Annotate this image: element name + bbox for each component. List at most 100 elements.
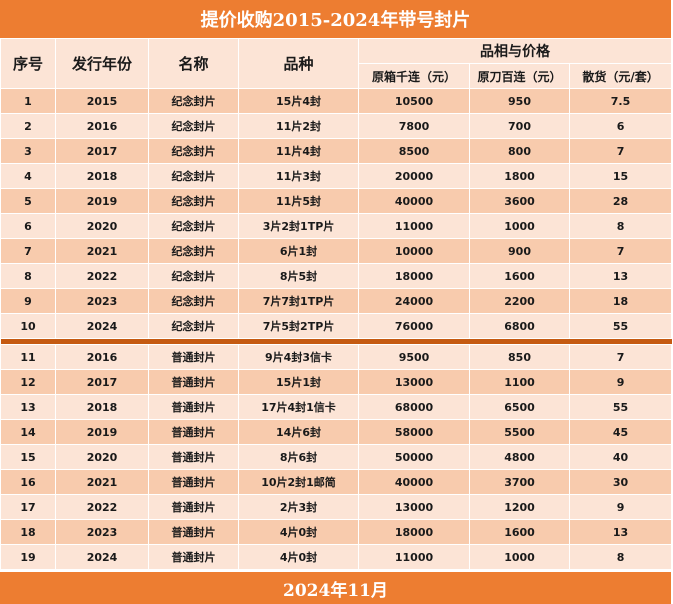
cell-loose-price: 15 [568, 163, 673, 189]
cell-index: 2 [0, 113, 56, 139]
table-row: 3 2017 纪念封片 11片4封 8500 800 7 [0, 138, 673, 164]
cell-loose-price: 6 [568, 113, 673, 139]
cell-index: 3 [0, 138, 56, 164]
table-row: 17 2022 普通封片 2片3封 13000 1200 9 [0, 494, 673, 520]
header-loose-price: 散货（元/套） [568, 63, 673, 89]
cell-name: 普通封片 [148, 419, 239, 445]
cell-index: 16 [0, 469, 56, 495]
cell-loose-price: 13 [568, 519, 673, 545]
table-row: 4 2018 纪念封片 11片3封 20000 1800 15 [0, 163, 673, 189]
cell-name: 普通封片 [148, 344, 239, 370]
cell-year: 2017 [55, 369, 149, 395]
cell-loose-price: 40 [568, 444, 673, 470]
cell-name: 纪念封片 [148, 238, 239, 264]
cell-box-price: 40000 [358, 469, 470, 495]
cell-name: 普通封片 [148, 369, 239, 395]
cell-knife-price: 1000 [469, 544, 570, 570]
cell-variety: 4片0封 [238, 544, 359, 570]
cell-box-price: 18000 [358, 263, 470, 289]
cell-box-price: 40000 [358, 188, 470, 214]
header-knife-price: 原刀百连（元） [469, 63, 570, 89]
cell-variety: 11片5封 [238, 188, 359, 214]
cell-year: 2016 [55, 344, 149, 370]
cell-loose-price: 13 [568, 263, 673, 289]
cell-index: 6 [0, 213, 56, 239]
table-row: 2 2016 纪念封片 11片2封 7800 700 6 [0, 113, 673, 139]
cell-box-price: 11000 [358, 544, 470, 570]
cell-knife-price: 800 [469, 138, 570, 164]
cell-variety: 10片2封1邮简 [238, 469, 359, 495]
table-row: 19 2024 普通封片 4片0封 11000 1000 8 [0, 544, 673, 570]
cell-year: 2024 [55, 544, 149, 570]
table-row: 1 2015 纪念封片 15片4封 10500 950 7.5 [0, 88, 673, 114]
price-table: 序号 发行年份 名称 品种 品相与价格 原箱千连（元） 原刀百连（元） 散货（元… [0, 38, 673, 570]
table-row: 6 2020 纪念封片 3片2封1TP片 11000 1000 8 [0, 213, 673, 239]
cell-year: 2021 [55, 469, 149, 495]
table-row: 5 2019 纪念封片 11片5封 40000 3600 28 [0, 188, 673, 214]
cell-index: 11 [0, 344, 56, 370]
cell-name: 普通封片 [148, 394, 239, 420]
cell-knife-price: 900 [469, 238, 570, 264]
cell-name: 普通封片 [148, 519, 239, 545]
header-quality-price: 品相与价格 [357, 38, 673, 64]
table-row: 16 2021 普通封片 10片2封1邮简 40000 3700 30 [0, 469, 673, 495]
cell-knife-price: 1100 [469, 369, 570, 395]
cell-loose-price: 9 [568, 494, 673, 520]
cell-loose-price: 30 [568, 469, 673, 495]
cell-index: 15 [0, 444, 56, 470]
cell-year: 2020 [55, 213, 149, 239]
cell-year: 2022 [55, 494, 149, 520]
cell-knife-price: 6800 [469, 313, 570, 339]
cell-knife-price: 6500 [469, 394, 570, 420]
cell-box-price: 50000 [358, 444, 470, 470]
table-row: 12 2017 普通封片 15片1封 13000 1100 9 [0, 369, 673, 395]
cell-name: 纪念封片 [148, 163, 239, 189]
cell-name: 纪念封片 [148, 138, 239, 164]
header-year: 发行年份 [55, 38, 149, 89]
cell-index: 19 [0, 544, 56, 570]
cell-knife-price: 1000 [469, 213, 570, 239]
section-divider-bar [0, 338, 672, 345]
cell-year: 2019 [55, 419, 149, 445]
cell-knife-price: 1200 [469, 494, 570, 520]
cell-box-price: 10500 [358, 88, 470, 114]
cell-year: 2021 [55, 238, 149, 264]
cell-name: 纪念封片 [148, 88, 239, 114]
cell-variety: 7片5封2TP片 [238, 313, 359, 339]
cell-loose-price: 8 [568, 544, 673, 570]
cell-variety: 11片3封 [238, 163, 359, 189]
cell-knife-price: 4800 [469, 444, 570, 470]
cell-year: 2023 [55, 519, 149, 545]
table-row: 18 2023 普通封片 4片0封 18000 1600 13 [0, 519, 673, 545]
cell-box-price: 18000 [358, 519, 470, 545]
cell-loose-price: 7 [568, 238, 673, 264]
cell-knife-price: 2200 [469, 288, 570, 314]
cell-box-price: 9500 [358, 344, 470, 370]
table-row: 8 2022 纪念封片 8片5封 18000 1600 13 [0, 263, 673, 289]
cell-box-price: 13000 [358, 369, 470, 395]
section-divider [0, 338, 672, 345]
cell-variety: 7片7封1TP片 [238, 288, 359, 314]
cell-variety: 4片0封 [238, 519, 359, 545]
cell-index: 14 [0, 419, 56, 445]
cell-box-price: 58000 [358, 419, 470, 445]
cell-index: 12 [0, 369, 56, 395]
cell-knife-price: 700 [469, 113, 570, 139]
cell-knife-price: 3700 [469, 469, 570, 495]
table-body: 1 2015 纪念封片 15片4封 10500 950 7.5 2 2016 纪念封片 11片2封 7… [0, 88, 673, 570]
cell-name: 普通封片 [148, 444, 239, 470]
cell-index: 4 [0, 163, 56, 189]
cell-loose-price: 9 [568, 369, 673, 395]
cell-year: 2019 [55, 188, 149, 214]
cell-box-price: 76000 [358, 313, 470, 339]
cell-variety: 8片5封 [238, 263, 359, 289]
cell-knife-price: 850 [469, 344, 570, 370]
cell-index: 8 [0, 263, 56, 289]
header-box-price: 原箱千连（元） [358, 63, 470, 89]
cell-loose-price: 7 [568, 344, 673, 370]
table-row: 11 2016 普通封片 9片4封3信卡 9500 850 7 [0, 344, 673, 370]
table-row: 7 2021 纪念封片 6片1封 10000 900 7 [0, 238, 673, 264]
table-row: 9 2023 纪念封片 7片7封1TP片 24000 2200 18 [0, 288, 673, 314]
cell-name: 纪念封片 [148, 113, 239, 139]
cell-loose-price: 7 [568, 138, 673, 164]
